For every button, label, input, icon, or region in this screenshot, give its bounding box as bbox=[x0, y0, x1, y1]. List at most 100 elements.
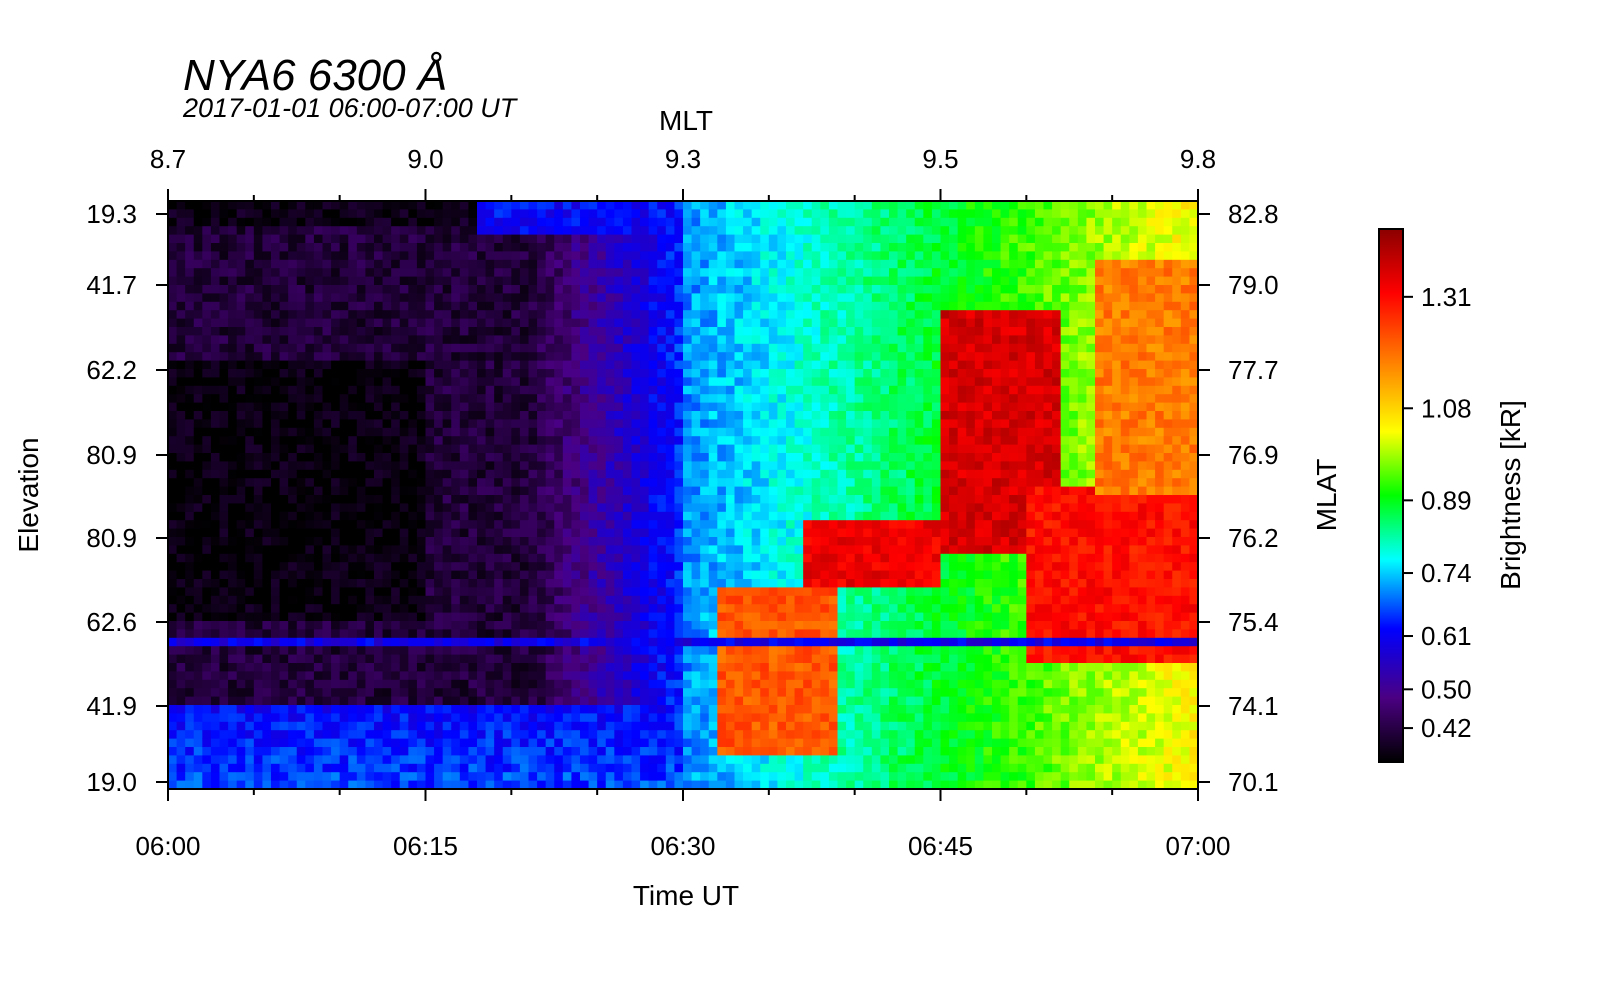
heatmap-cell bbox=[245, 453, 255, 462]
heatmap-cell bbox=[271, 553, 281, 563]
heatmap-cell bbox=[665, 637, 676, 647]
heatmap-cell bbox=[391, 276, 401, 286]
heatmap-cell bbox=[717, 419, 727, 429]
heatmap-cell bbox=[210, 243, 221, 252]
heatmap-cell bbox=[640, 738, 650, 748]
heatmap-cell bbox=[519, 612, 530, 622]
heatmap-cell bbox=[725, 755, 736, 765]
heatmap-cell bbox=[571, 755, 581, 765]
heatmap-cell bbox=[408, 259, 418, 269]
heatmap-cell bbox=[322, 360, 332, 370]
heatmap-cell bbox=[665, 553, 676, 563]
heatmap-cell bbox=[657, 696, 667, 706]
heatmap-cell bbox=[348, 201, 358, 210]
heatmap-cell bbox=[683, 411, 693, 420]
heatmap-cell bbox=[399, 293, 409, 303]
heatmap-cell bbox=[288, 705, 298, 714]
heatmap-cell bbox=[562, 663, 573, 672]
heatmap-cell bbox=[331, 780, 341, 790]
heatmap-cell bbox=[253, 713, 264, 723]
heatmap-cell bbox=[562, 486, 573, 496]
heatmap-cell bbox=[391, 444, 401, 454]
heatmap-cell bbox=[210, 612, 221, 622]
heatmap-cell bbox=[416, 629, 427, 639]
heatmap-cell bbox=[339, 679, 349, 689]
heatmap-cell bbox=[202, 486, 212, 496]
heatmap-cell bbox=[554, 234, 564, 244]
heatmap-cell bbox=[339, 612, 349, 622]
heatmap-cell bbox=[622, 259, 633, 269]
heatmap-cell bbox=[691, 503, 701, 513]
heatmap-cell bbox=[356, 772, 367, 782]
heatmap-cell bbox=[605, 579, 615, 588]
heatmap-cell bbox=[374, 427, 384, 437]
heatmap-cell bbox=[262, 335, 272, 345]
heatmap-cell bbox=[176, 360, 186, 370]
heatmap-cell bbox=[459, 276, 470, 286]
heatmap-cell bbox=[168, 747, 178, 756]
heatmap-cell bbox=[185, 385, 195, 395]
heatmap-cell bbox=[288, 637, 298, 647]
heatmap-cell bbox=[313, 343, 324, 353]
heatmap-cell bbox=[356, 671, 367, 681]
heatmap-cell bbox=[391, 763, 401, 773]
heatmap-cell bbox=[622, 562, 633, 572]
heatmap-cell bbox=[288, 553, 298, 563]
heatmap-cell bbox=[631, 318, 641, 328]
heatmap-cell bbox=[339, 301, 349, 311]
heatmap-cell bbox=[253, 478, 264, 488]
heatmap-cell bbox=[760, 721, 770, 731]
heatmap-cell bbox=[580, 696, 590, 706]
heatmap-cell bbox=[622, 511, 633, 521]
heatmap-cell bbox=[185, 595, 195, 605]
heatmap-cell bbox=[219, 453, 229, 462]
heatmap-cell bbox=[193, 755, 203, 765]
heatmap-cell bbox=[588, 327, 598, 336]
heatmap-cell bbox=[743, 587, 753, 597]
heatmap-cell bbox=[288, 335, 298, 345]
heatmap-cell bbox=[313, 276, 324, 286]
heatmap-cell bbox=[391, 663, 401, 672]
heatmap-cell bbox=[648, 478, 658, 488]
heatmap-cell bbox=[588, 310, 598, 320]
heatmap-cell bbox=[202, 259, 212, 269]
heatmap-cell bbox=[597, 352, 607, 362]
heatmap-cell bbox=[545, 503, 555, 513]
heatmap-cell bbox=[202, 427, 212, 437]
heatmap-cell bbox=[210, 201, 221, 210]
heatmap-cell bbox=[665, 705, 676, 714]
heatmap-cell bbox=[751, 377, 761, 387]
heatmap-cell bbox=[502, 419, 512, 429]
heatmap-cell bbox=[322, 243, 332, 252]
heatmap-cell bbox=[391, 318, 401, 328]
heatmap-cell bbox=[442, 679, 452, 689]
heatmap-cell bbox=[734, 293, 744, 303]
heatmap-cell bbox=[185, 293, 195, 303]
heatmap-cell bbox=[288, 310, 298, 320]
heatmap-cell bbox=[279, 730, 289, 740]
heatmap-cell bbox=[640, 587, 650, 597]
heatmap-cell bbox=[580, 461, 590, 471]
heatmap-cell bbox=[459, 637, 470, 647]
heatmap-cell bbox=[271, 738, 281, 748]
heatmap-cell bbox=[657, 679, 667, 689]
heatmap-cell bbox=[382, 285, 392, 294]
heatmap-cell bbox=[511, 327, 521, 336]
heatmap-cell bbox=[313, 511, 324, 521]
heatmap-cell bbox=[648, 579, 658, 588]
heatmap-cell bbox=[219, 545, 229, 555]
heatmap-cell bbox=[434, 276, 444, 286]
heatmap-cell bbox=[768, 654, 779, 664]
heatmap-cell bbox=[657, 738, 667, 748]
heatmap-cell bbox=[700, 663, 710, 672]
heatmap-cell bbox=[631, 713, 641, 723]
heatmap-cell bbox=[313, 419, 324, 429]
heatmap-cell bbox=[442, 730, 452, 740]
heatmap-cell bbox=[605, 587, 615, 597]
heatmap-cell bbox=[202, 755, 212, 765]
heatmap-cell bbox=[331, 453, 341, 462]
heatmap-cell bbox=[674, 579, 684, 588]
heatmap-cell bbox=[374, 755, 384, 765]
heatmap-cell bbox=[305, 780, 315, 790]
heatmap-cell bbox=[168, 537, 178, 546]
